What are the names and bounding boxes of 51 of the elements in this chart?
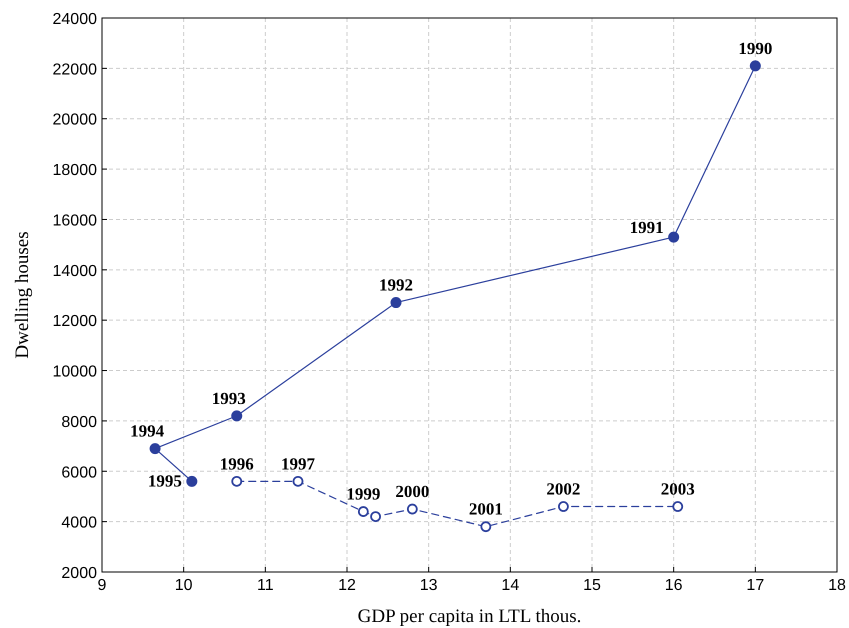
x-tick-label: 18 (828, 577, 846, 594)
point (480, 521, 492, 532)
point (231, 476, 242, 487)
annotation: 1994 (130, 422, 165, 441)
annotation: 1999 (346, 484, 380, 504)
point (390, 297, 402, 308)
x-tick-label: 15 (583, 577, 601, 594)
y-tick-label: 8000 (61, 414, 98, 431)
point (558, 501, 569, 512)
y-tick-label: 22000 (52, 61, 98, 78)
y-tick-label: 2000 (61, 565, 98, 582)
y-tick-label: 10000 (52, 364, 98, 381)
x-tick-label: 9 (98, 577, 107, 594)
x-axis-title: GDP per capita in LTL thous. (358, 606, 582, 627)
annotation: 1992 (379, 276, 413, 295)
annotation: 1996 (220, 454, 254, 474)
x-tick-label: 16 (664, 577, 683, 594)
y-tick-label: 24000 (52, 11, 98, 28)
annotation: 2001 (468, 500, 503, 519)
point (231, 410, 242, 422)
annotation: 1997 (281, 454, 316, 474)
x-tick-label: 14 (501, 577, 520, 594)
y-tick-label: 14000 (52, 262, 98, 280)
point (370, 511, 381, 522)
point (672, 501, 684, 512)
annotation: 1995 (148, 471, 182, 490)
y-tick-label: 6000 (61, 464, 98, 482)
annotation: 2002 (546, 480, 580, 499)
x-tick-label: 13 (420, 577, 438, 594)
x-tick-label: 12 (338, 577, 356, 594)
y-tick-label: 4000 (61, 514, 98, 532)
y-tick-label: 18000 (52, 162, 98, 180)
annotation: 1991 (630, 218, 664, 238)
point (358, 506, 369, 517)
y-tick-label: 16000 (52, 212, 98, 230)
x-tick-label: 11 (257, 577, 274, 594)
y-tick-label: 20000 (52, 112, 98, 129)
point (668, 232, 680, 243)
point (406, 504, 418, 514)
x-tick-label: 10 (174, 577, 193, 594)
annotation: 2003 (660, 480, 695, 499)
y-tick-label: 12000 (52, 313, 98, 330)
point (150, 443, 161, 454)
annotation: 1993 (212, 388, 246, 408)
point (186, 476, 198, 487)
point (292, 476, 304, 487)
y-axis-title: Dwelling houses (12, 231, 33, 359)
point (750, 60, 761, 72)
annotation: 2000 (395, 482, 430, 502)
annotation: 1990 (738, 38, 772, 58)
x-tick-label: 17 (746, 577, 764, 594)
